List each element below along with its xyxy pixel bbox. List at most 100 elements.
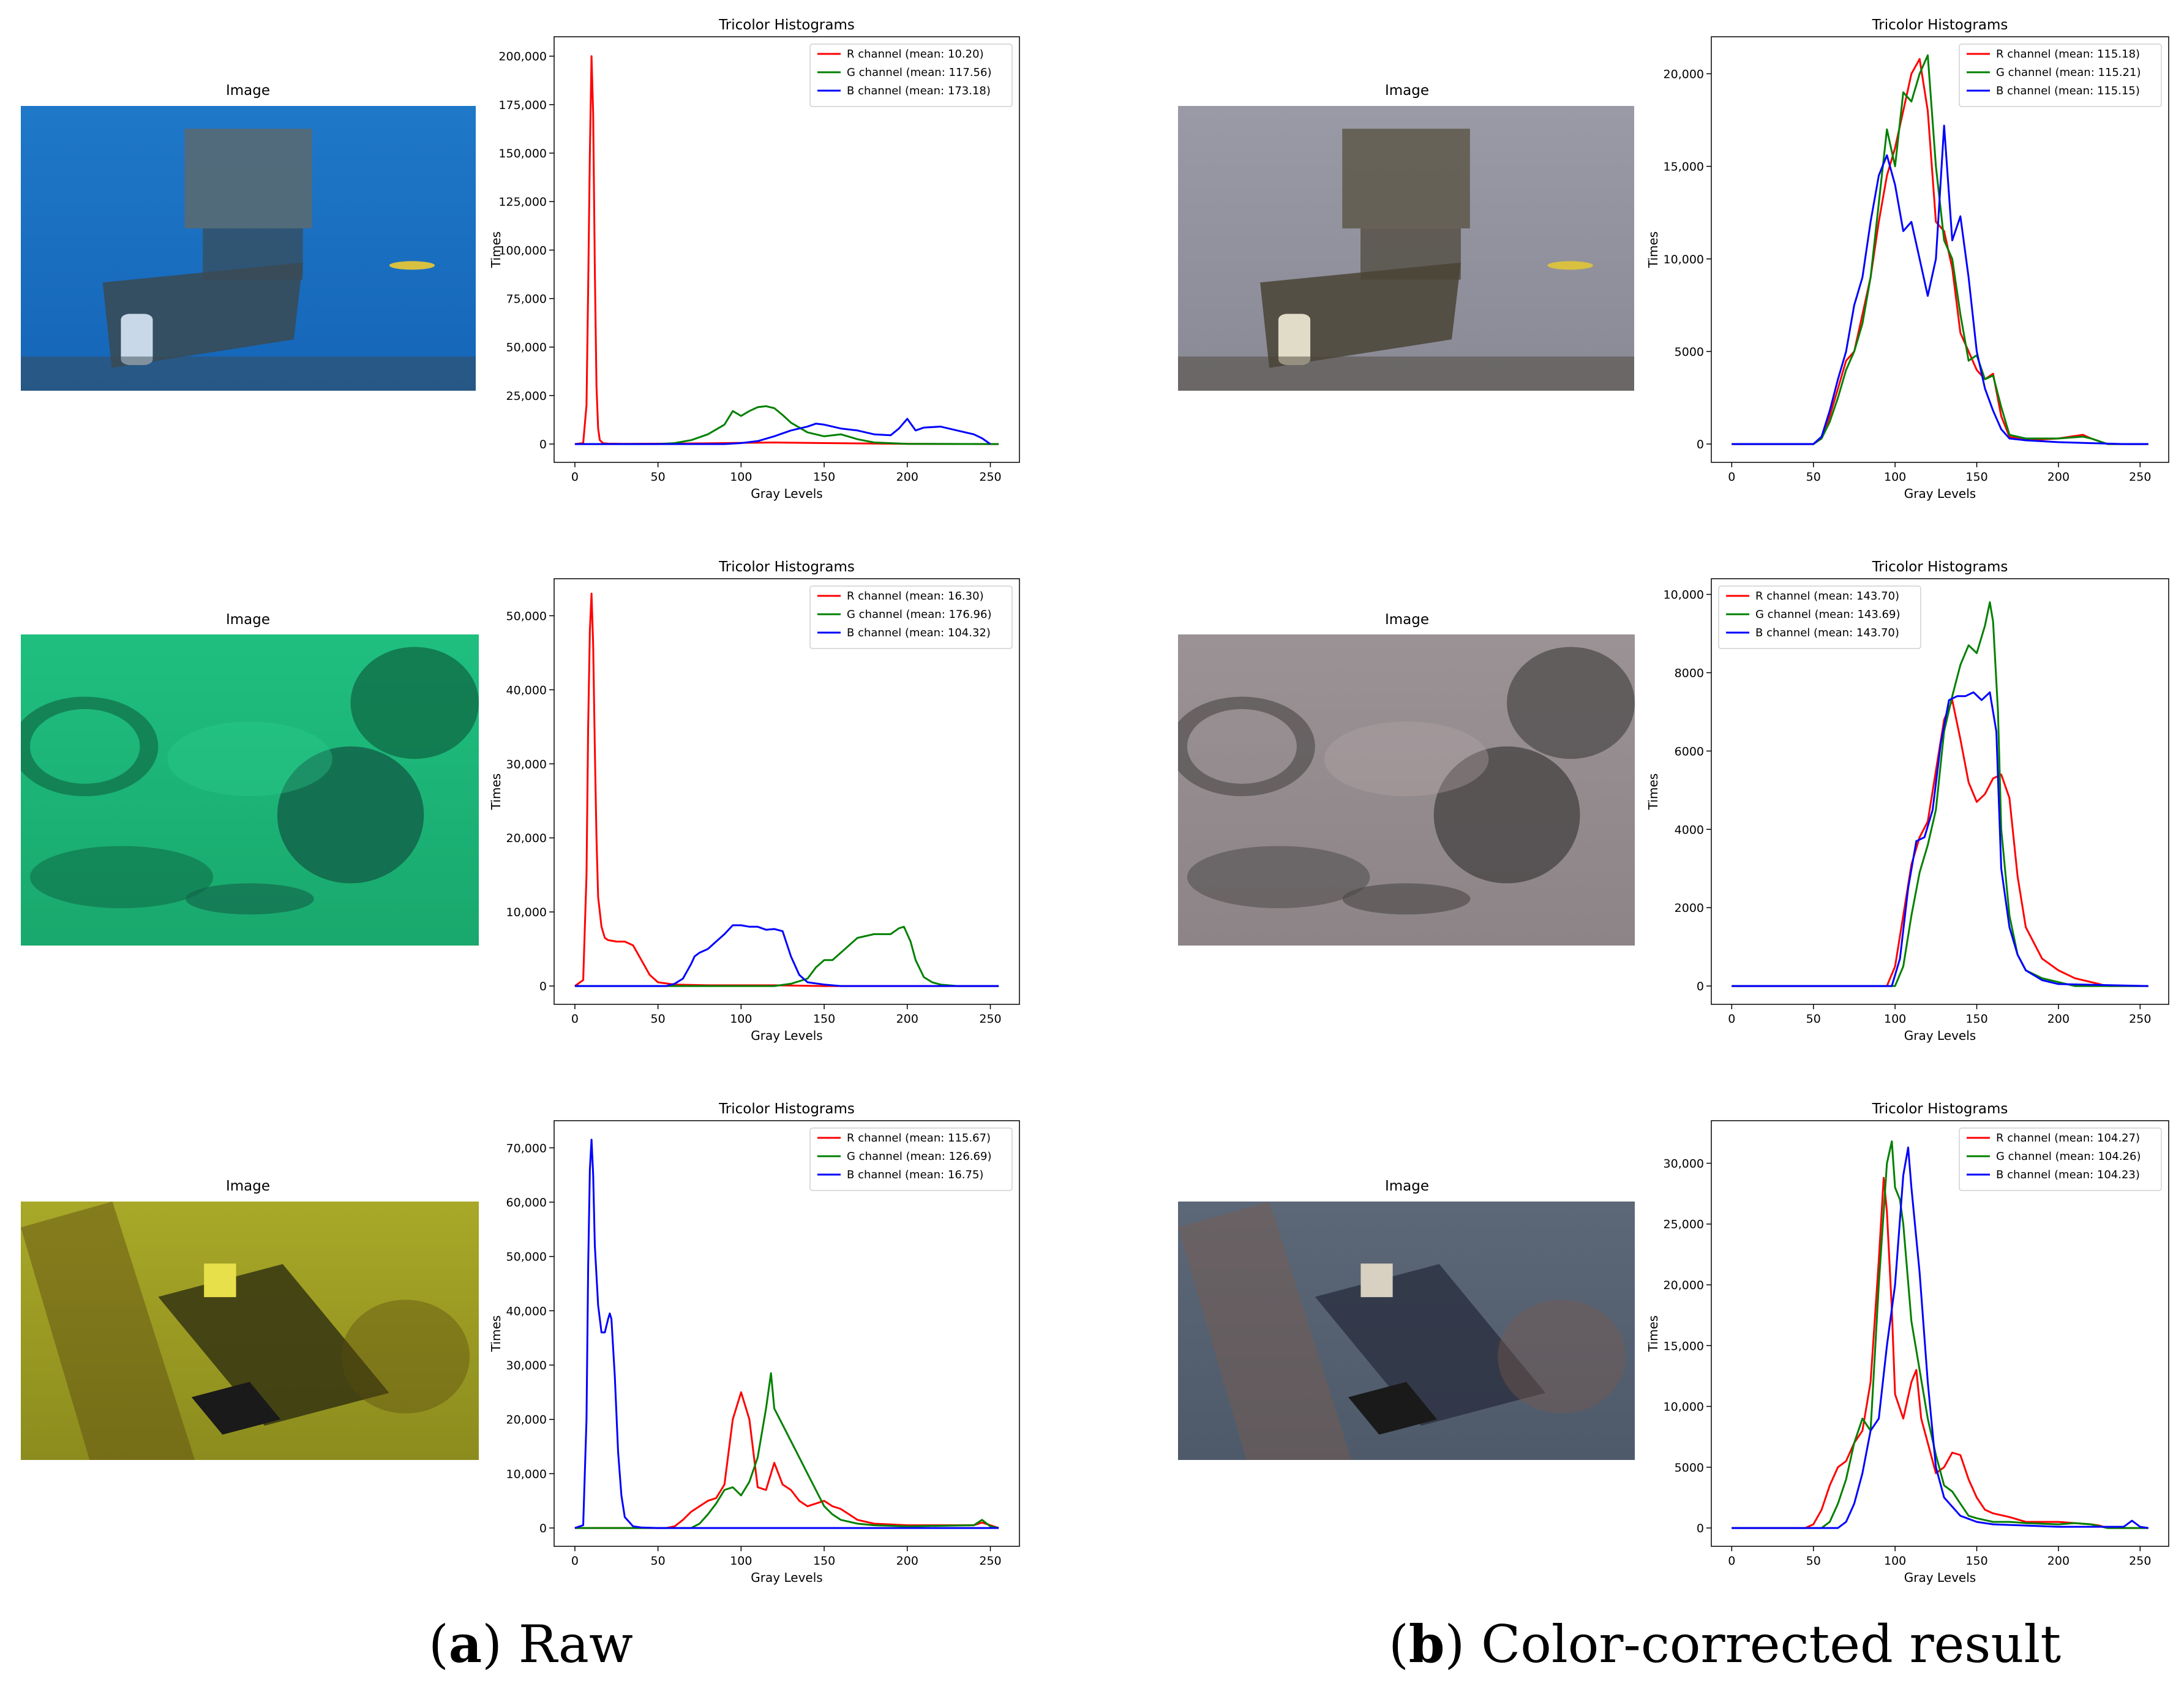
x-tick-label: 100	[1884, 470, 1906, 484]
x-tick-label: 200	[2047, 470, 2070, 484]
y-tick-label: 150,000	[498, 147, 547, 160]
series-line	[1732, 691, 2148, 987]
legend-entry: G channel (mean: 104.26)	[1996, 1150, 2141, 1163]
x-tick-label: 250	[979, 1012, 1001, 1026]
histogram-chart-raw-1: Tricolor Histograms 0 50 100 150 200 250 0 25,00…	[489, 17, 1020, 501]
series-line	[1732, 124, 2148, 445]
series-line	[1732, 54, 2148, 445]
chart-title: Tricolor Histograms	[1872, 559, 2008, 575]
histogram-chart-raw-2: Tricolor Histograms 0 50 100 150 200 250 0 10,00…	[489, 559, 1020, 1043]
caption-letter: a	[448, 1614, 482, 1674]
series-line	[574, 925, 999, 987]
y-tick-label: 0	[539, 438, 547, 451]
series-line	[574, 1138, 999, 1529]
x-tick-label: 250	[979, 1554, 1001, 1568]
plot-frame	[1711, 36, 2169, 463]
x-tick-label: 50	[651, 470, 666, 484]
y-tick-label: 5000	[1675, 345, 1704, 359]
image-title: Image	[1384, 1178, 1430, 1194]
y-tick-label: 0	[539, 1522, 547, 1535]
x-tick-label: 250	[979, 470, 1001, 484]
y-tick-label: 30,000	[506, 1359, 547, 1372]
x-axis-label: Gray Levels	[751, 486, 822, 501]
y-tick-label: 40,000	[506, 683, 547, 697]
series-line	[1732, 1146, 2148, 1529]
legend-entry: G channel (mean: 115.21)	[1996, 66, 2141, 79]
x-tick-label: 50	[651, 1554, 666, 1568]
x-tick-label: 200	[896, 1554, 918, 1568]
x-tick-label: 200	[2047, 1012, 2070, 1026]
y-tick-label: 0	[1697, 438, 1704, 451]
series-line	[574, 418, 991, 445]
x-tick-label: 100	[730, 1012, 752, 1026]
y-tick-label: 30,000	[506, 758, 547, 771]
x-tick-label: 100	[730, 470, 752, 484]
corrected-image-wreck	[1178, 106, 1634, 391]
y-axis-label: Times	[1646, 773, 1661, 810]
raw-image-seabed	[21, 634, 479, 946]
y-tick-label: 60,000	[506, 1196, 547, 1209]
x-tick-label: 150	[1965, 1012, 1987, 1026]
raw-image-wreck	[21, 106, 476, 391]
legend-entry: B channel (mean: 173.18)	[847, 85, 991, 97]
photo-canvas	[1178, 634, 1635, 946]
x-tick-label: 0	[571, 1012, 579, 1026]
photo-canvas	[21, 634, 479, 946]
x-tick-label: 200	[896, 470, 918, 484]
y-tick-label: 30,000	[1664, 1157, 1704, 1170]
image-title: Image	[1384, 83, 1430, 99]
legend-entry: G channel (mean: 126.69)	[847, 1150, 991, 1163]
y-tick-label: 125,000	[498, 195, 547, 209]
x-tick-label: 100	[1884, 1554, 1906, 1568]
corrected-image-diver	[1178, 1202, 1635, 1460]
y-tick-label: 6000	[1675, 745, 1704, 758]
y-tick-label: 4000	[1675, 823, 1704, 837]
x-tick-label: 150	[1965, 470, 1987, 484]
legend-entry: G channel (mean: 176.96)	[847, 608, 991, 621]
series-line	[1732, 1176, 2148, 1529]
histogram-chart-corrected-1: Tricolor Histograms 0 50 100 150 200 250 0 5000 1…	[1646, 17, 2169, 501]
raw-image-diver	[21, 1202, 479, 1460]
legend-entry: B channel (mean: 16.75)	[847, 1168, 983, 1181]
y-tick-label: 50,000	[506, 341, 547, 355]
x-tick-label: 0	[1728, 1554, 1735, 1568]
x-tick-label: 200	[2047, 1554, 2070, 1568]
legend-entry: R channel (mean: 115.18)	[1996, 48, 2140, 61]
y-tick-label: 100,000	[498, 244, 547, 257]
x-tick-label: 0	[571, 470, 579, 484]
y-axis-label: Times	[489, 773, 503, 810]
y-tick-label: 10,000	[506, 1467, 547, 1481]
caption-text: Color-corrected result	[1481, 1614, 2062, 1674]
x-tick-label: 250	[2129, 470, 2151, 484]
image-title: Image	[225, 612, 271, 628]
x-tick-label: 200	[896, 1012, 918, 1026]
legend: R channel (mean: 16.30) G channel (mean: …	[809, 585, 1013, 649]
x-tick-label: 0	[1728, 470, 1735, 484]
y-tick-label: 175,000	[498, 99, 547, 112]
series-line	[574, 592, 999, 987]
x-tick-label: 250	[2129, 1012, 2151, 1026]
legend-entry: R channel (mean: 143.70)	[1755, 590, 1899, 603]
chart-title: Tricolor Histograms	[1872, 1101, 2008, 1117]
y-tick-label: 20,000	[1664, 1279, 1704, 1292]
photo-canvas	[1178, 1202, 1635, 1460]
series-line	[574, 1372, 999, 1529]
x-axis-label: Gray Levels	[1904, 1028, 1976, 1043]
series-line	[1732, 601, 2148, 987]
x-tick-label: 100	[730, 1554, 752, 1568]
x-tick-label: 50	[1806, 1012, 1821, 1026]
image-title: Image	[225, 1178, 271, 1194]
x-tick-label: 150	[813, 1012, 835, 1026]
legend: R channel (mean: 115.67) G channel (mean:…	[809, 1127, 1013, 1191]
legend-entry: G channel (mean: 143.69)	[1755, 608, 1900, 621]
x-tick-label: 50	[651, 1012, 666, 1026]
legend-entry: R channel (mean: 104.27)	[1996, 1132, 2140, 1145]
legend-entry: R channel (mean: 115.67)	[847, 1132, 991, 1145]
x-tick-label: 50	[1806, 470, 1821, 484]
y-tick-label: 0	[539, 980, 547, 993]
image-title: Image	[1384, 612, 1430, 628]
x-tick-label: 150	[813, 1554, 835, 1568]
x-axis-label: Gray Levels	[751, 1028, 822, 1043]
series-line	[574, 924, 999, 987]
y-tick-label: 50,000	[506, 609, 547, 623]
